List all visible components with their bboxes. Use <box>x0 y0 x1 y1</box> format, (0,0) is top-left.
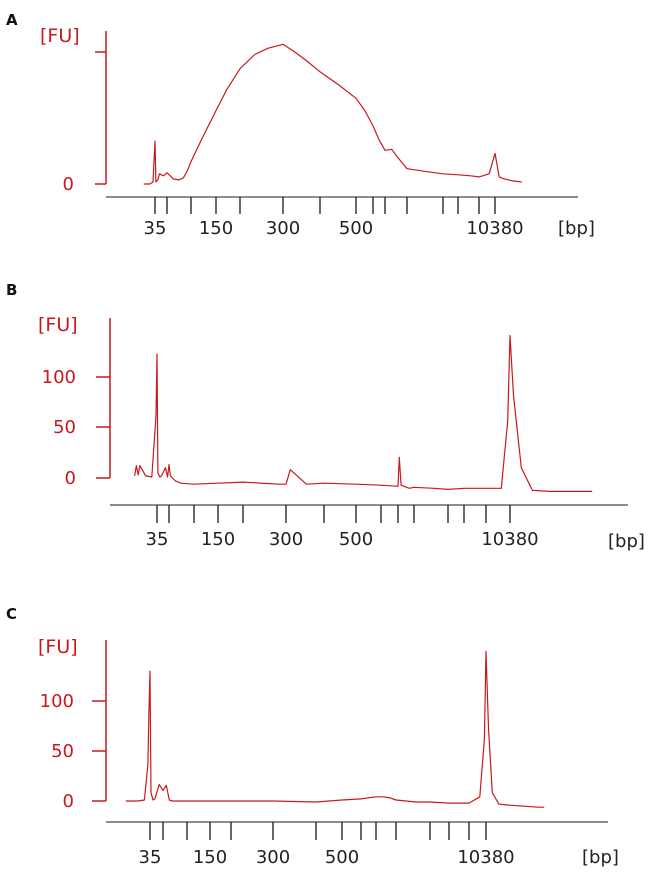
x-tick-label-c-150: 150 <box>193 847 227 868</box>
x-unit-label-c: [bp] <box>582 847 619 868</box>
x-tick-label-c-35: 35 <box>139 847 162 868</box>
y-tick-label-b-50: 50 <box>53 417 76 438</box>
panel-b: B [FU] 100 50 0 35 150 300 500 10380 [bp… <box>6 281 645 552</box>
y-tick-label-a-0: 0 <box>63 174 74 195</box>
y-tick-label-c-50: 50 <box>51 741 74 762</box>
x-tick-label-a-150: 150 <box>199 218 233 239</box>
y-tick-label-b-0: 0 <box>65 468 76 489</box>
panel-label-b: B <box>6 281 17 299</box>
y-tick-label-c-0: 0 <box>63 791 74 812</box>
x-ticks-c <box>149 822 487 840</box>
x-tick-label-a-35: 35 <box>144 218 167 239</box>
panel-c: C [FU] 100 50 0 35 150 300 500 10380 [bp… <box>6 605 619 868</box>
x-tick-label-b-35: 35 <box>146 529 169 550</box>
trace-c <box>125 650 545 808</box>
y-unit-label-b: [FU] <box>38 314 78 336</box>
panel-label-a: A <box>6 11 18 29</box>
panel-a: A [FU] 0 35 150 300 500 10380 [bp] <box>6 11 595 239</box>
y-tick-label-b-100: 100 <box>42 367 76 388</box>
x-unit-label-a: [bp] <box>558 218 595 239</box>
x-tick-label-a-300: 300 <box>266 218 300 239</box>
x-tick-label-c-500: 500 <box>325 847 359 868</box>
x-tick-label-b-500: 500 <box>339 529 373 550</box>
trace-a <box>143 43 522 185</box>
x-tick-label-a-500: 500 <box>339 218 373 239</box>
y-tick-label-c-100: 100 <box>40 691 74 712</box>
x-tick-label-c-300: 300 <box>256 847 290 868</box>
x-ticks-b <box>156 505 511 523</box>
x-tick-label-a-10380: 10380 <box>466 218 523 239</box>
panel-label-c: C <box>6 605 17 623</box>
x-ticks-a <box>154 197 496 214</box>
x-tick-label-c-10380: 10380 <box>457 847 514 868</box>
x-unit-label-b: [bp] <box>608 531 645 552</box>
x-tick-label-b-150: 150 <box>201 529 235 550</box>
x-tick-label-b-300: 300 <box>269 529 303 550</box>
x-tick-label-b-10380: 10380 <box>481 529 538 550</box>
y-unit-label-c: [FU] <box>38 636 78 658</box>
trace-b <box>134 334 593 492</box>
y-unit-label-a: [FU] <box>40 25 80 47</box>
